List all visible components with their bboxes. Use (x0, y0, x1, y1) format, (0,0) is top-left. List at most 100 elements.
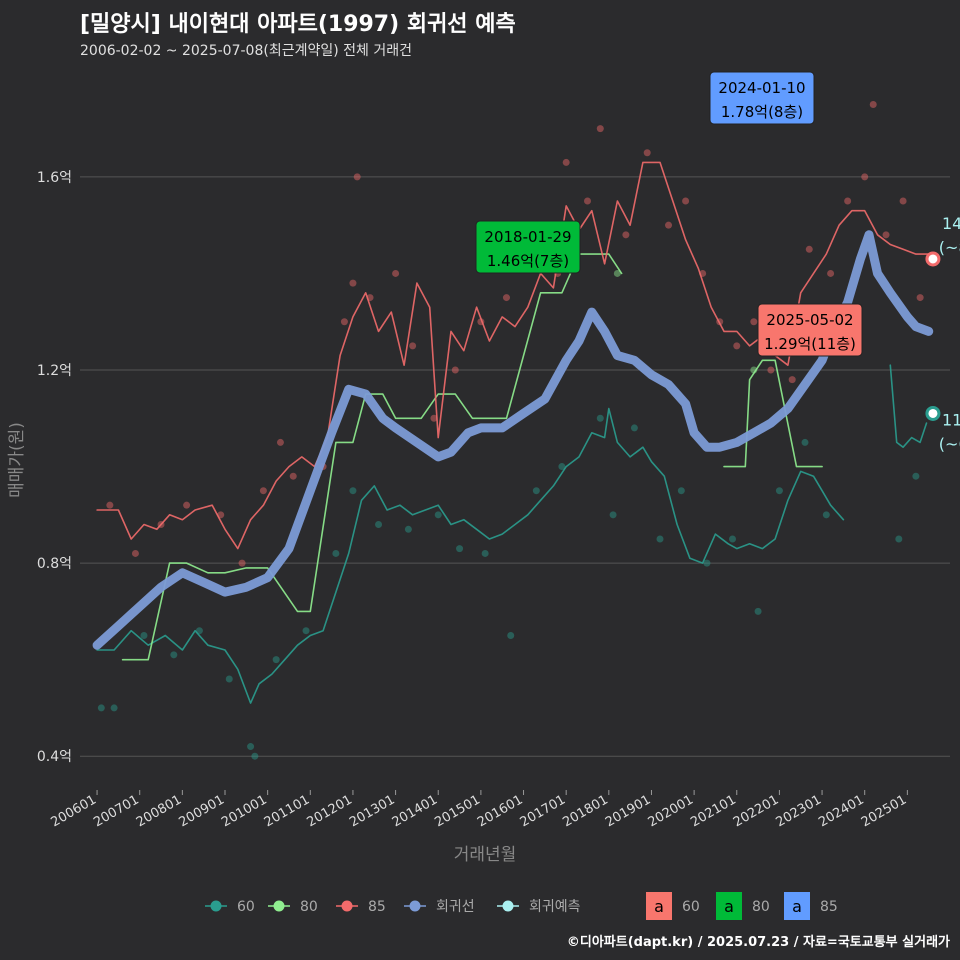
legend-label: 회귀선 (436, 899, 475, 915)
scatter-point (225, 675, 233, 683)
scatter-point (532, 487, 540, 495)
scatter-point (353, 173, 361, 181)
scatter-point (775, 487, 783, 495)
annotation-date: 2024-01-10 (718, 79, 805, 97)
scatter-point (562, 158, 570, 166)
scatter-point (805, 245, 813, 253)
legend-marker (273, 900, 285, 912)
x-tick-label: 202301 (774, 792, 824, 830)
axis-layer: 0.4억 0.8억 1.2억 1.6억 200601200701200801200901… (7, 170, 909, 865)
x-axis-label: 거래년월 (454, 845, 517, 865)
scatter-point (340, 318, 348, 326)
scatter-point (332, 549, 340, 557)
y-axis-label: 매매가(원) (7, 422, 27, 498)
annotation-box: 2024-01-10 1.78억(8층) (709, 71, 815, 125)
scatter-point (677, 487, 685, 495)
scatter-point (882, 231, 890, 239)
scatter-point (106, 501, 114, 509)
scatter-point (302, 627, 310, 635)
scatter-point (276, 438, 284, 446)
legend: 60 80 85 회귀선 회귀예측 a 60 a 80 a 85 (205, 892, 838, 920)
annotation-date: 2018-01-29 (484, 228, 571, 246)
legend-box-label: 60 (682, 899, 700, 915)
scatter-point (251, 752, 259, 760)
scatter-point (404, 525, 412, 533)
x-tick-label: 201501 (432, 792, 482, 830)
series-line-60 (96, 407, 845, 704)
scatter-point (456, 545, 464, 553)
x-tick-label: 201801 (560, 792, 610, 830)
scatter-point (507, 632, 515, 640)
chart-title: [밀양시] 내이현대 아파트(1997) 회귀선 예측 (80, 12, 516, 37)
scatter-point (140, 632, 148, 640)
y-tick-label: 1.2억 (37, 363, 72, 379)
x-tick-label: 201601 (475, 792, 525, 830)
x-tick-label: 202201 (731, 792, 781, 830)
legend-box (716, 892, 742, 920)
scatter-point (131, 549, 139, 557)
scatter-point (895, 535, 903, 543)
scatter-point (801, 438, 809, 446)
legend-box-label: 85 (820, 899, 838, 915)
scatter-point (110, 704, 118, 712)
forecast-point (925, 405, 941, 421)
y-tick-label: 0.8억 (37, 556, 72, 572)
y-tick-label: 1.6억 (37, 170, 72, 186)
scatter-point (733, 342, 741, 350)
x-tick-label: 200601 (49, 792, 99, 830)
series-line-80b (723, 359, 823, 468)
legend-label: 회귀예측 (529, 899, 581, 915)
annotation-layer: 14,329 (~85㎡) 11,067 (~60㎡) 2018-01-29 1.46억(… (475, 71, 960, 453)
x-tick-label: 200901 (177, 792, 227, 830)
footer-credit: ©디아파트(dapt.kr) / 2025.07.23 / 자료=국토교통부 실… (566, 935, 950, 950)
scatter-point (481, 549, 489, 557)
scatter-point (238, 559, 246, 567)
scatter-point (349, 279, 357, 287)
scatter-point (630, 424, 638, 432)
x-tick-label: 201401 (390, 792, 440, 830)
scatter-point (247, 743, 255, 751)
series-line-80 (121, 253, 623, 661)
x-tick-label: 201201 (304, 792, 354, 830)
x-tick-label: 202101 (688, 792, 738, 830)
series-line-60b (889, 364, 928, 448)
scatter-point (289, 472, 297, 480)
forecast-point (925, 251, 941, 267)
x-tick-label: 202401 (816, 792, 866, 830)
scatter-point (754, 607, 762, 615)
scatter-point (502, 294, 510, 302)
annotation-rect (757, 303, 863, 357)
annotation-price: 1.29억(11층) (764, 335, 856, 353)
y-tick-label: 0.4억 (37, 749, 72, 765)
legend-box-glyph: a (724, 897, 734, 916)
scatter-point (392, 269, 400, 277)
scatter-point (656, 535, 664, 543)
scatter-point (349, 487, 357, 495)
legend-marker (341, 900, 353, 912)
scatter-point (844, 197, 852, 205)
legend-box-glyph: a (654, 897, 664, 916)
scatter-point (584, 197, 591, 205)
scatter-point (912, 472, 920, 480)
scatter-point (434, 511, 442, 519)
scatter-point (259, 487, 267, 495)
scatter-point (750, 318, 758, 326)
forecast-value: 14,329 (942, 214, 960, 233)
scatter-point (409, 342, 417, 350)
scatter-point (729, 535, 736, 543)
legend-box (646, 892, 672, 920)
x-tick-label: 201901 (603, 792, 653, 830)
scatter-point (861, 173, 869, 181)
legend-box-glyph: a (792, 897, 802, 916)
annotation-rect (709, 71, 815, 125)
forecast-size: (~85㎡) (939, 238, 960, 257)
scatter-point (183, 501, 191, 509)
legend-marker (409, 900, 421, 912)
annotation-date: 2025-05-02 (766, 311, 853, 329)
scatter-point (788, 376, 796, 384)
scatter-point (622, 231, 630, 239)
annotation-price: 1.78억(8층) (721, 103, 803, 121)
forecast-value: 11,067 (942, 410, 960, 429)
x-tick-label: 201101 (262, 792, 312, 830)
annotation-box: 2018-01-29 1.46억(7층) (475, 220, 581, 274)
